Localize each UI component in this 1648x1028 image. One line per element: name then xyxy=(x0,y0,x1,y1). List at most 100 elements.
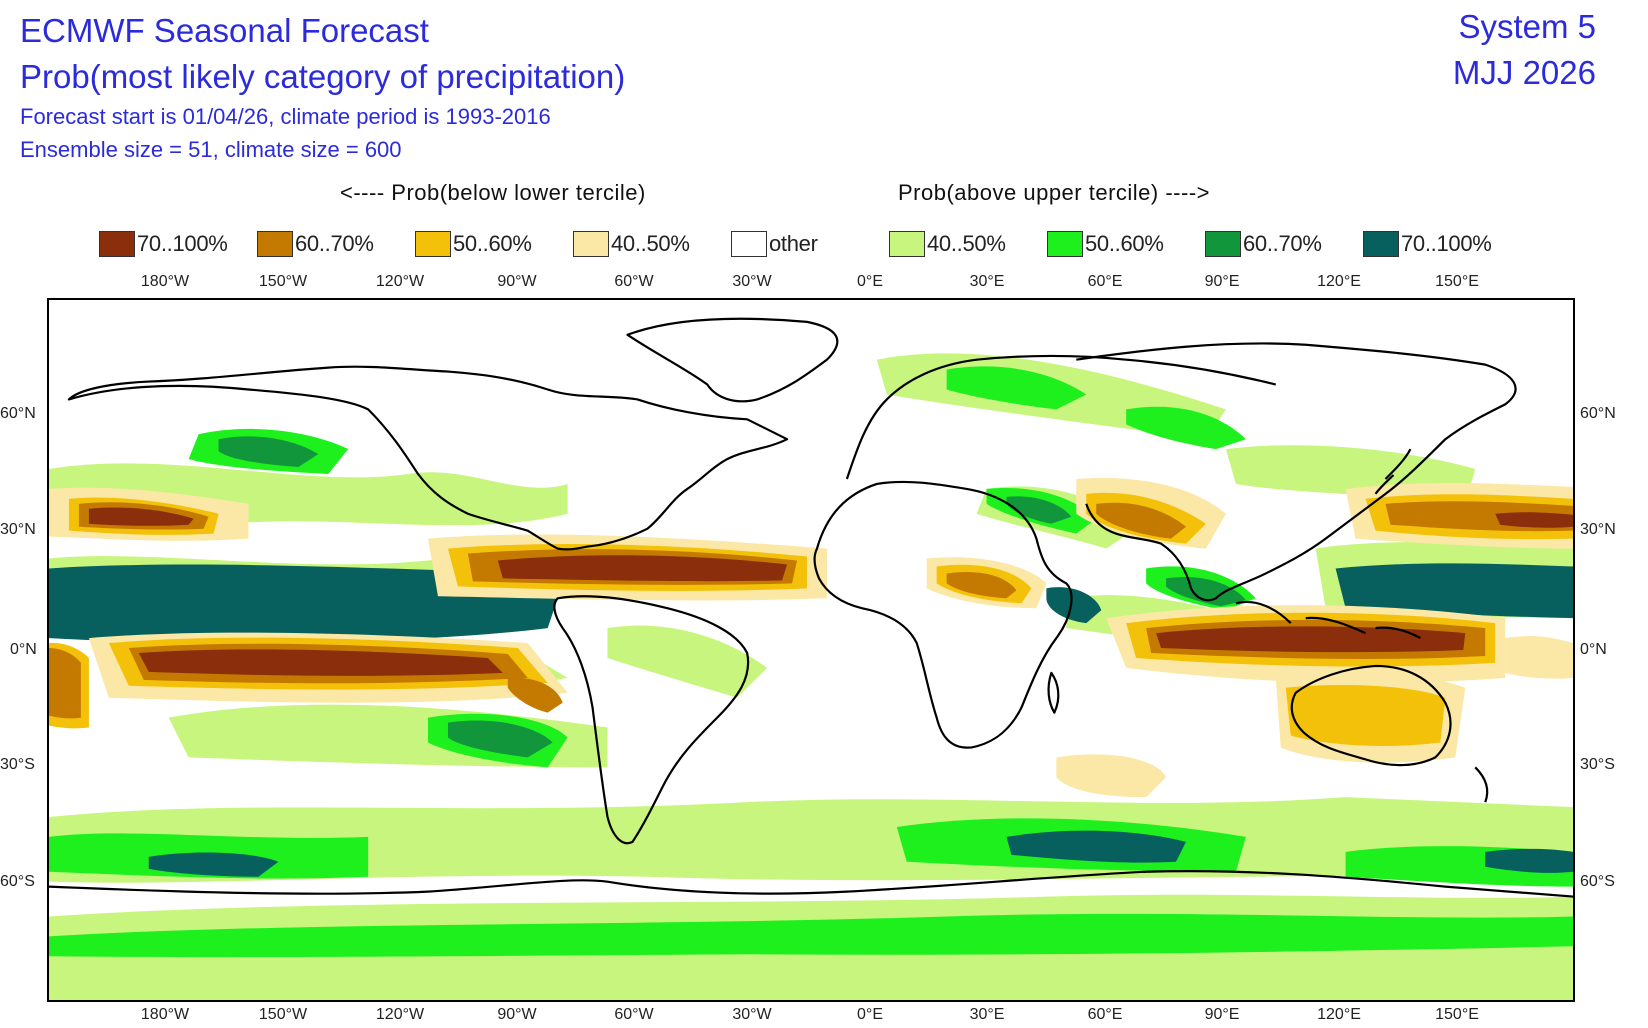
lat-label: 60°S xyxy=(0,873,35,890)
lon-label: 30°W xyxy=(732,273,772,290)
field-above-50 xyxy=(946,366,1087,410)
coastline-australia xyxy=(1290,664,1452,767)
legend: 70..100% 60..70% 50..60% 40..50% other 4… xyxy=(0,228,1648,262)
field-above-70 xyxy=(1335,563,1573,619)
field-above-70 xyxy=(1006,830,1187,863)
lon-label: 0°E xyxy=(857,1006,883,1023)
legend-item: 40..50% xyxy=(573,228,690,260)
lon-label: 150°E xyxy=(1435,273,1479,290)
lon-label: 30°E xyxy=(969,1006,1005,1023)
lon-label: 30°E xyxy=(969,273,1005,290)
lat-label: 30°S xyxy=(0,756,35,773)
legend-item: 50..60% xyxy=(1047,228,1164,260)
lon-label: 90°W xyxy=(497,1006,537,1023)
field-above-70 xyxy=(148,852,279,877)
period-label: MJJ 2026 xyxy=(1452,54,1596,91)
legend-heading-below: <---- Prob(below lower tercile) xyxy=(340,180,646,205)
probability-fields xyxy=(49,353,1573,1000)
legend-heading-above: Prob(above upper tercile) ----> xyxy=(898,180,1211,205)
legend-item: 40..50% xyxy=(889,228,1006,260)
system-label: System 5 xyxy=(1458,8,1596,45)
field-below-70 xyxy=(138,649,503,676)
field-above-50 xyxy=(1126,406,1246,450)
field-below-60 xyxy=(507,677,563,713)
lon-label: 90°E xyxy=(1204,273,1240,290)
legend-swatch xyxy=(415,231,451,257)
field-above-60 xyxy=(447,720,553,758)
field-above-50 xyxy=(49,913,1573,958)
legend-label: 40..50% xyxy=(611,231,690,256)
map-title: ECMWF Seasonal Forecast xyxy=(20,12,429,49)
map-canvas xyxy=(49,317,1573,1000)
lat-label: 0°N xyxy=(1580,641,1607,658)
field-below-60 xyxy=(1096,502,1187,539)
legend-swatch xyxy=(1047,231,1083,257)
legend-label: 60..70% xyxy=(295,231,374,256)
lon-label: 120°W xyxy=(375,1006,425,1023)
lon-label: 150°E xyxy=(1435,1006,1479,1023)
lat-label: 60°N xyxy=(0,405,36,422)
forecast-info-line: Forecast start is 01/04/26, climate peri… xyxy=(20,104,551,129)
precipitation-map xyxy=(47,298,1575,1002)
field-below-70 xyxy=(497,555,788,582)
legend-swatch xyxy=(1205,231,1241,257)
coastline-asia xyxy=(1076,342,1517,602)
field-above-70 xyxy=(1485,848,1573,873)
lon-label: 120°W xyxy=(375,273,425,290)
legend-item: 60..70% xyxy=(257,228,374,260)
lat-label: 30°N xyxy=(1580,521,1616,538)
lon-label: 150°W xyxy=(258,273,308,290)
lon-label: 0°E xyxy=(857,273,883,290)
lat-label: 30°N xyxy=(0,521,36,538)
lon-label: 90°W xyxy=(497,273,537,290)
lat-label: 60°S xyxy=(1580,873,1615,890)
field-below-40 xyxy=(1505,636,1573,679)
field-below-70 xyxy=(88,507,194,526)
lat-label: 30°S xyxy=(1580,756,1615,773)
lon-label: 60°W xyxy=(614,273,654,290)
coastline-greenland xyxy=(626,317,839,403)
lon-label: 120°E xyxy=(1317,1006,1361,1023)
legend-swatch xyxy=(889,231,925,257)
ensemble-info-line: Ensemble size = 51, climate size = 600 xyxy=(20,137,402,162)
lon-label: 60°E xyxy=(1087,273,1123,290)
lon-label: 90°E xyxy=(1204,1006,1240,1023)
field-below-60 xyxy=(946,571,1017,599)
lon-label: 180°W xyxy=(140,1006,190,1023)
field-above-40 xyxy=(607,625,768,698)
legend-item: 70..100% xyxy=(1363,228,1492,260)
legend-swatch xyxy=(1363,231,1399,257)
legend-item: other xyxy=(731,228,818,260)
coastline-africa-europe xyxy=(813,354,1277,749)
lat-label: 0°N xyxy=(10,641,37,658)
coastline-indonesia xyxy=(1235,600,1421,640)
legend-label: 60..70% xyxy=(1243,231,1322,256)
coastline-south-america xyxy=(553,595,750,845)
field-below-40 xyxy=(1056,754,1167,798)
field-below-70 xyxy=(1495,512,1573,528)
field-below-60 xyxy=(49,648,81,719)
coastline-antarctica xyxy=(49,870,1573,898)
lon-label: 150°W xyxy=(258,1006,308,1023)
field-above-70 xyxy=(49,564,558,644)
field-below-50 xyxy=(1285,685,1446,746)
lon-label: 30°W xyxy=(732,1006,772,1023)
field-above-70 xyxy=(1046,587,1102,624)
coastline-north-america xyxy=(67,365,789,551)
legend-label: 50..60% xyxy=(453,231,532,256)
coastline-madagascar xyxy=(1047,671,1060,714)
lon-label: 60°E xyxy=(1087,1006,1123,1023)
legend-label: 70..100% xyxy=(137,231,228,256)
legend-label: 50..60% xyxy=(1085,231,1164,256)
field-above-60 xyxy=(1006,496,1072,524)
legend-swatch xyxy=(257,231,293,257)
legend-swatch xyxy=(99,231,135,257)
legend-swatch xyxy=(731,231,767,257)
field-below-70 xyxy=(1156,626,1466,653)
legend-item: 70..100% xyxy=(99,228,228,260)
map-subtitle: Prob(most likely category of precipitati… xyxy=(20,58,626,95)
lon-label: 180°W xyxy=(140,273,190,290)
coastline-new-zealand xyxy=(1474,766,1489,803)
legend-label: other xyxy=(769,231,818,256)
legend-item: 60..70% xyxy=(1205,228,1322,260)
